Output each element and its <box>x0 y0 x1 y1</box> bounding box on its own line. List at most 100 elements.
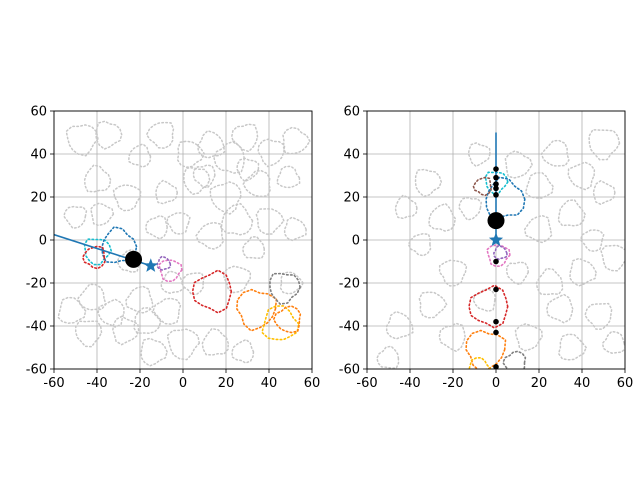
highlighted-shape <box>191 269 233 314</box>
obstacle-shape <box>467 142 491 168</box>
x-tick-label: -40 <box>399 376 420 391</box>
obstacle-shape <box>257 138 286 168</box>
highlighted-shape <box>272 305 302 334</box>
obstacle-shape <box>197 129 226 159</box>
highlighted-shape <box>493 244 508 261</box>
obstacle-shape <box>505 261 530 286</box>
obstacle-shape <box>279 271 304 295</box>
agent-marker <box>487 212 505 230</box>
obstacle-shape <box>385 310 414 340</box>
x-tick-label: 0 <box>179 376 187 391</box>
obstacle-shape <box>242 169 271 198</box>
obstacle-shape <box>546 293 574 324</box>
obstacle-shape <box>183 167 211 196</box>
obstacle-shape <box>472 287 496 312</box>
waypoint-dot <box>493 166 499 172</box>
highlighted-shape <box>502 350 527 369</box>
obstacle-shape <box>231 338 255 364</box>
obstacle-shape <box>283 216 307 242</box>
obstacle-shape <box>166 328 201 361</box>
obstacle-shape <box>155 179 179 205</box>
obstacle-shape <box>569 257 597 287</box>
obstacle-shape <box>255 208 285 235</box>
obstacle-shape <box>192 164 216 189</box>
x-tick-label: 20 <box>531 376 548 391</box>
x-tick-label: -60 <box>43 376 64 391</box>
x-tick-label: 60 <box>304 376 321 391</box>
obstacle-shape <box>241 235 265 259</box>
y-tick-label: 60 <box>30 105 47 120</box>
highlighted-shape <box>468 356 492 369</box>
obstacle-shape <box>180 272 205 296</box>
obstacle-shape <box>74 320 103 348</box>
obstacle-shape <box>209 181 242 215</box>
highlighted-shape <box>261 305 300 341</box>
obstacle-shape <box>112 184 142 212</box>
waypoint-dot <box>493 318 499 325</box>
agent-marker <box>125 250 143 268</box>
obstacle-shape <box>557 199 586 227</box>
y-tick-label: 20 <box>343 191 360 206</box>
obstacle-shape <box>282 126 311 155</box>
y-tick-label: 0 <box>39 234 47 249</box>
x-tick-label: 60 <box>617 376 634 391</box>
obstacle-shape <box>523 214 553 244</box>
x-tick-label: 20 <box>218 376 235 391</box>
waypoint-dot <box>493 286 499 293</box>
y-tick-label: -60 <box>339 363 360 378</box>
highlighted-shape <box>81 245 106 270</box>
obstacle-shape <box>152 297 182 325</box>
goal-star-marker <box>143 258 158 272</box>
obstacle-shape <box>394 194 418 220</box>
x-tick-label: 40 <box>574 376 591 391</box>
obstacle-shape <box>458 196 482 221</box>
obstacle-shape <box>220 202 254 236</box>
obstacle-shape <box>414 168 443 198</box>
x-tick-label: 40 <box>261 376 278 391</box>
obstacle-shape <box>540 139 570 167</box>
obstacle-shape <box>236 157 260 183</box>
subplot-left: -60 -40 -20 0 20 40 60 -60 -40 -20 0 20 40 60 <box>26 105 321 392</box>
obstacle-shape <box>128 143 152 168</box>
waypoint-dot <box>493 185 499 192</box>
highlighted-shape <box>465 329 507 369</box>
obstacle-shape <box>428 202 456 232</box>
y-tick-label: -20 <box>339 277 360 292</box>
highlighted-shape <box>156 255 172 271</box>
waypoint-dot <box>493 174 499 181</box>
obstacle-shape <box>145 121 175 149</box>
y-tick-label: 40 <box>30 148 47 163</box>
obstacle-shape <box>140 337 168 367</box>
highlighted-shape <box>269 272 301 305</box>
obstacle-shape <box>584 302 613 330</box>
obstacle-shape <box>376 345 400 369</box>
obstacle-shape <box>65 124 99 157</box>
highlighted-shape <box>485 176 526 218</box>
y-tick-label: -40 <box>339 320 360 335</box>
x-tick-label: -20 <box>442 376 463 391</box>
obstacle-shape <box>601 330 625 354</box>
obstacle-shape <box>514 323 543 352</box>
obstacle-shape <box>504 150 533 179</box>
waypoint-dot <box>493 192 499 198</box>
x-tick-label: -40 <box>86 376 107 391</box>
obstacle-shape <box>57 296 87 324</box>
obstacle-shape <box>125 285 154 314</box>
obstacle-shape <box>276 165 301 189</box>
obstacle-shape <box>588 129 621 161</box>
obstacle-shape <box>95 120 123 150</box>
highlighted-shape <box>484 171 509 195</box>
waypoint-dot <box>493 329 499 336</box>
plot-area <box>376 129 625 369</box>
obstacle-shape <box>176 140 206 169</box>
obstacle-shape <box>166 212 191 235</box>
obstacle-shape <box>63 205 88 230</box>
waypoint-dot <box>493 258 499 265</box>
obstacle-shape <box>160 270 185 294</box>
y-tick-label: 0 <box>352 234 360 249</box>
obstacle-shape <box>557 333 588 361</box>
obstacle-shape <box>524 172 554 199</box>
obstacle-shape <box>133 307 162 334</box>
obstacle-shape <box>418 291 448 319</box>
